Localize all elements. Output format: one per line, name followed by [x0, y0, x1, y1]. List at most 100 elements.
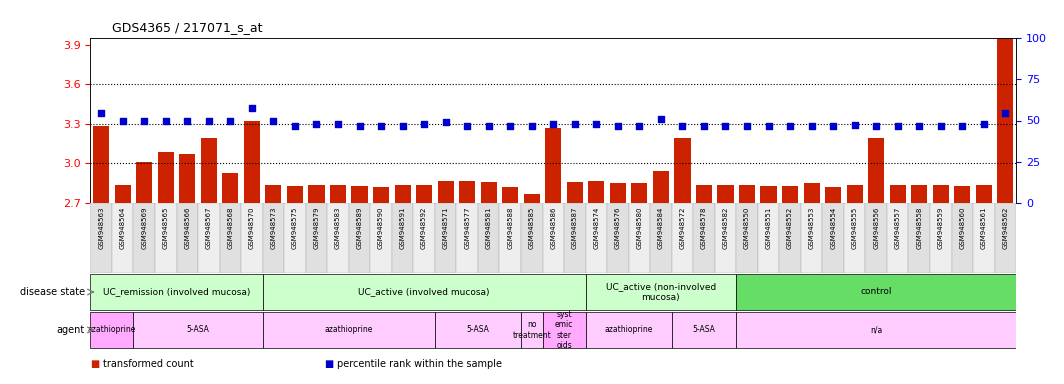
Text: GSM948582: GSM948582 — [722, 207, 729, 249]
Text: GSM948551: GSM948551 — [766, 207, 771, 249]
Text: GSM948563: GSM948563 — [98, 207, 104, 249]
FancyBboxPatch shape — [155, 203, 177, 273]
Bar — [675, 138, 691, 203]
Text: GSM948573: GSM948573 — [270, 207, 277, 249]
Bar — [94, 126, 110, 203]
Point — [307, 121, 325, 127]
Bar — [265, 185, 282, 203]
Point — [545, 121, 562, 127]
Text: transformed count: transformed count — [103, 359, 194, 369]
Point — [480, 123, 497, 129]
Point — [652, 116, 669, 122]
Text: GSM948571: GSM948571 — [443, 207, 449, 249]
Bar — [997, 38, 1013, 203]
Point — [587, 121, 604, 127]
Bar — [222, 173, 238, 203]
FancyBboxPatch shape — [974, 203, 995, 273]
Point — [394, 123, 411, 129]
FancyBboxPatch shape — [112, 203, 133, 273]
Point — [997, 110, 1014, 116]
Point — [760, 123, 777, 129]
FancyBboxPatch shape — [435, 203, 456, 273]
Bar — [717, 185, 733, 203]
Bar — [201, 138, 217, 203]
FancyBboxPatch shape — [263, 274, 585, 310]
FancyBboxPatch shape — [822, 203, 844, 273]
Point — [157, 118, 174, 124]
Text: GSM948557: GSM948557 — [895, 207, 901, 249]
Point — [890, 123, 907, 129]
Text: GSM948587: GSM948587 — [571, 207, 578, 249]
Bar — [309, 185, 325, 203]
Point — [200, 118, 217, 124]
Point — [932, 123, 949, 129]
Text: GSM948559: GSM948559 — [937, 207, 944, 249]
FancyBboxPatch shape — [349, 203, 370, 273]
Point — [265, 118, 282, 124]
Bar — [847, 185, 863, 203]
Text: GSM948574: GSM948574 — [594, 207, 599, 249]
Text: GSM948570: GSM948570 — [249, 207, 255, 249]
Text: ■: ■ — [325, 359, 334, 369]
Point — [93, 110, 110, 116]
Point — [566, 121, 583, 127]
FancyBboxPatch shape — [844, 203, 865, 273]
Bar — [761, 186, 777, 203]
Text: percentile rank within the sample: percentile rank within the sample — [337, 359, 502, 369]
Point — [286, 123, 303, 129]
Text: UC_active (non-involved
mucosa): UC_active (non-involved mucosa) — [605, 282, 716, 302]
Text: no
treatment: no treatment — [513, 320, 551, 340]
Text: GSM948550: GSM948550 — [744, 207, 750, 249]
Text: GSM948560: GSM948560 — [960, 207, 965, 249]
Point — [911, 123, 928, 129]
Text: GSM948585: GSM948585 — [529, 207, 535, 249]
Text: GSM948577: GSM948577 — [464, 207, 470, 249]
Bar — [933, 185, 949, 203]
FancyBboxPatch shape — [263, 312, 435, 348]
FancyBboxPatch shape — [521, 312, 543, 348]
FancyBboxPatch shape — [90, 274, 263, 310]
Point — [867, 123, 884, 129]
Bar — [330, 185, 346, 203]
Text: GSM948584: GSM948584 — [658, 207, 664, 249]
Point — [717, 123, 734, 129]
Text: GSM948564: GSM948564 — [120, 207, 126, 249]
Bar — [567, 182, 583, 203]
Text: GSM948566: GSM948566 — [184, 207, 190, 249]
FancyBboxPatch shape — [995, 203, 1016, 273]
FancyBboxPatch shape — [671, 203, 694, 273]
Text: GSM948591: GSM948591 — [400, 207, 405, 249]
Bar — [157, 152, 173, 203]
Point — [330, 121, 347, 127]
Bar — [911, 185, 928, 203]
Text: GSM948589: GSM948589 — [356, 207, 363, 249]
Bar — [545, 128, 562, 203]
FancyBboxPatch shape — [521, 203, 543, 273]
FancyBboxPatch shape — [909, 203, 930, 273]
FancyBboxPatch shape — [413, 203, 435, 273]
FancyBboxPatch shape — [951, 203, 974, 273]
Point — [351, 123, 368, 129]
Bar — [825, 187, 842, 203]
Text: GSM948590: GSM948590 — [378, 207, 384, 249]
FancyBboxPatch shape — [90, 312, 133, 348]
FancyBboxPatch shape — [370, 203, 392, 273]
FancyBboxPatch shape — [478, 203, 499, 273]
FancyBboxPatch shape — [715, 203, 736, 273]
FancyBboxPatch shape — [608, 203, 629, 273]
Bar — [351, 186, 367, 203]
Bar — [481, 182, 497, 203]
Bar — [502, 187, 518, 203]
FancyBboxPatch shape — [543, 203, 564, 273]
FancyBboxPatch shape — [585, 312, 671, 348]
FancyBboxPatch shape — [133, 312, 263, 348]
FancyBboxPatch shape — [585, 203, 608, 273]
Point — [631, 123, 648, 129]
Text: GSM948552: GSM948552 — [787, 207, 793, 249]
FancyBboxPatch shape — [242, 203, 263, 273]
Text: GSM948569: GSM948569 — [142, 207, 147, 249]
FancyBboxPatch shape — [543, 312, 585, 348]
Point — [846, 122, 863, 128]
FancyBboxPatch shape — [736, 274, 1016, 310]
FancyBboxPatch shape — [801, 203, 822, 273]
